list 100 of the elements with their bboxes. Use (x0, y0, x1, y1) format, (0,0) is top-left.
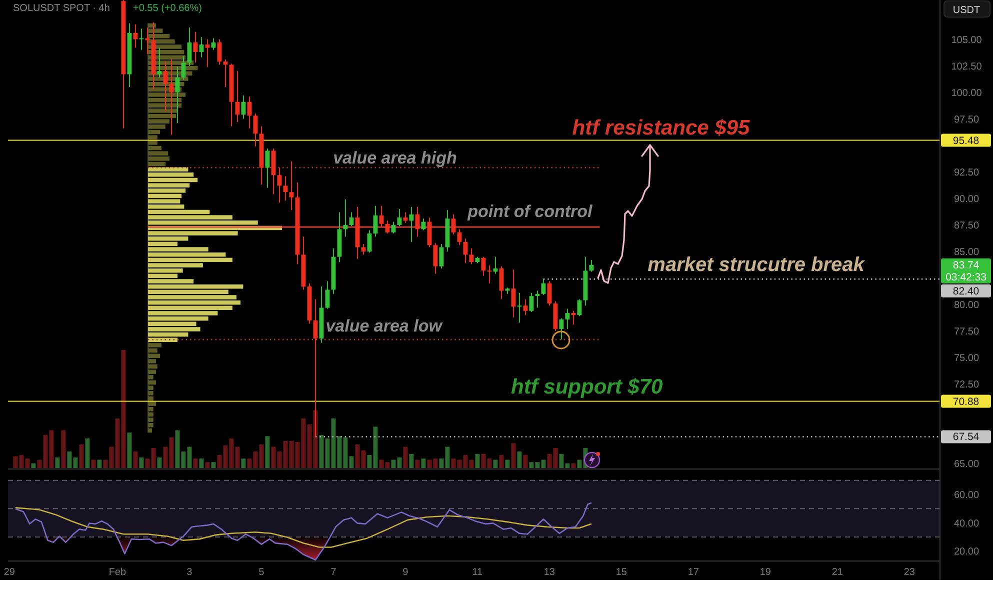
bar (79, 444, 84, 468)
y-axis-title: USDT (952, 5, 980, 16)
x-tick-label: 7 (330, 567, 337, 578)
candlestick (517, 292, 522, 324)
candlestick (163, 61, 168, 112)
y-tick-label: 65.00 (954, 459, 980, 470)
bar (409, 454, 414, 468)
candlestick (391, 221, 396, 234)
bar (523, 455, 528, 468)
bar (421, 458, 426, 468)
data-label: 67.54 (952, 431, 980, 444)
bar (403, 446, 408, 468)
bar (91, 460, 96, 468)
candlestick (379, 205, 384, 228)
text: 03:42:33 (946, 271, 987, 284)
y-tick-label: 105.00 (951, 34, 982, 46)
y-tick-label: 75.00 (954, 353, 980, 364)
x-tick-label: 3 (186, 567, 193, 578)
x-tick-label: 19 (760, 567, 772, 578)
candlestick (199, 36, 204, 58)
candlestick (397, 208, 402, 227)
annotation: value area low (326, 316, 444, 336)
bar (97, 460, 102, 468)
bar (571, 463, 576, 468)
candlestick (457, 228, 462, 246)
x-tick-label: 17 (688, 567, 700, 578)
candlestick (283, 176, 288, 202)
annotation: point of control (466, 202, 594, 222)
y-tick-label: 100.00 (951, 88, 982, 99)
bar (265, 436, 270, 468)
annotation: value area high (333, 148, 457, 168)
bar (127, 432, 132, 468)
bar (55, 457, 60, 468)
candlestick (385, 220, 390, 234)
candlestick (373, 205, 378, 238)
candlestick (133, 24, 138, 48)
candlestick (415, 206, 420, 238)
candlestick (589, 259, 594, 272)
candlestick (577, 298, 582, 317)
x-tick-label: 23 (904, 567, 916, 578)
x-tick-label: 29 (4, 567, 16, 578)
candlestick (367, 230, 372, 254)
y-tick-label: 40.00 (954, 518, 980, 530)
bar (493, 460, 498, 468)
bar (157, 457, 162, 468)
bar (61, 430, 66, 468)
y-tick-label: 85.00 (954, 246, 980, 258)
bar (241, 458, 246, 468)
annotation: market strucutre break (648, 254, 866, 276)
y-tick-label: 92.50 (954, 167, 980, 178)
x-tick-label: 13 (544, 567, 556, 578)
candlestick (565, 308, 570, 330)
candlestick (157, 47, 162, 78)
y-tick-label: 87.50 (954, 220, 980, 232)
bar (205, 462, 210, 468)
annotation: htf resistance $95 (572, 116, 750, 140)
candlestick (169, 58, 174, 136)
bar (511, 443, 516, 468)
candlestick (325, 280, 330, 310)
candlestick (349, 212, 354, 227)
annotation: htf support $70 (511, 375, 664, 398)
candlestick (439, 244, 444, 269)
candlestick (253, 113, 258, 147)
x-tick-label: Feb (108, 567, 126, 578)
y-tick-label: 80.00 (954, 300, 980, 312)
bar (415, 460, 420, 468)
candlestick (265, 148, 270, 188)
bar (499, 455, 504, 468)
candlestick (451, 214, 456, 235)
candlestick (493, 256, 498, 274)
bar (211, 462, 216, 468)
bar (193, 458, 198, 468)
candlestick (481, 256, 486, 276)
bar (505, 460, 510, 468)
data-label: 82.40 (952, 285, 980, 298)
candlestick (541, 278, 546, 296)
candlestick (487, 264, 492, 284)
candlestick (181, 56, 186, 80)
y-tick-label: 102.50 (951, 61, 982, 72)
candlestick (571, 310, 576, 326)
ref-line-label: 95.48 (952, 134, 980, 147)
candlestick (427, 217, 432, 248)
ref-line-label: 70.88 (952, 396, 980, 408)
candlestick (145, 27, 150, 55)
y-tick-label: 20.00 (954, 546, 980, 558)
candlestick (403, 212, 408, 224)
bar (139, 457, 144, 468)
chart-title: SOLUSDT SPOT · 4h (13, 3, 110, 14)
candlestick (511, 269, 516, 318)
y-tick-label: 72.50 (954, 380, 980, 391)
bar (475, 454, 480, 468)
candlestick (247, 96, 252, 129)
candlestick (223, 58, 228, 88)
bar (517, 451, 522, 468)
text: 83.74 (952, 259, 980, 272)
candlestick (523, 298, 528, 316)
x-tick-label: 21 (832, 567, 844, 578)
bar (31, 463, 36, 468)
bar (133, 451, 138, 468)
y-tick-label: 90.00 (954, 194, 980, 205)
